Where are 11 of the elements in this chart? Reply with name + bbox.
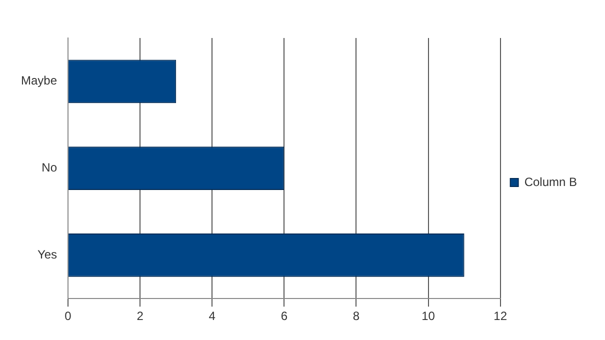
y-tick-label: Maybe bbox=[20, 74, 58, 88]
x-tick-label: 10 bbox=[422, 309, 436, 324]
x-tick-label: 4 bbox=[208, 309, 216, 324]
x-tick-label: 12 bbox=[494, 309, 508, 324]
y-tick-label: No bbox=[42, 160, 58, 175]
x-tick-label: 0 bbox=[64, 309, 72, 324]
x-tick-label: 8 bbox=[352, 309, 360, 324]
y-tick-label: Yes bbox=[37, 247, 58, 262]
legend-label: Column B bbox=[524, 174, 577, 189]
x-tick-label: 6 bbox=[280, 309, 288, 324]
x-tick-label: 2 bbox=[136, 309, 144, 324]
